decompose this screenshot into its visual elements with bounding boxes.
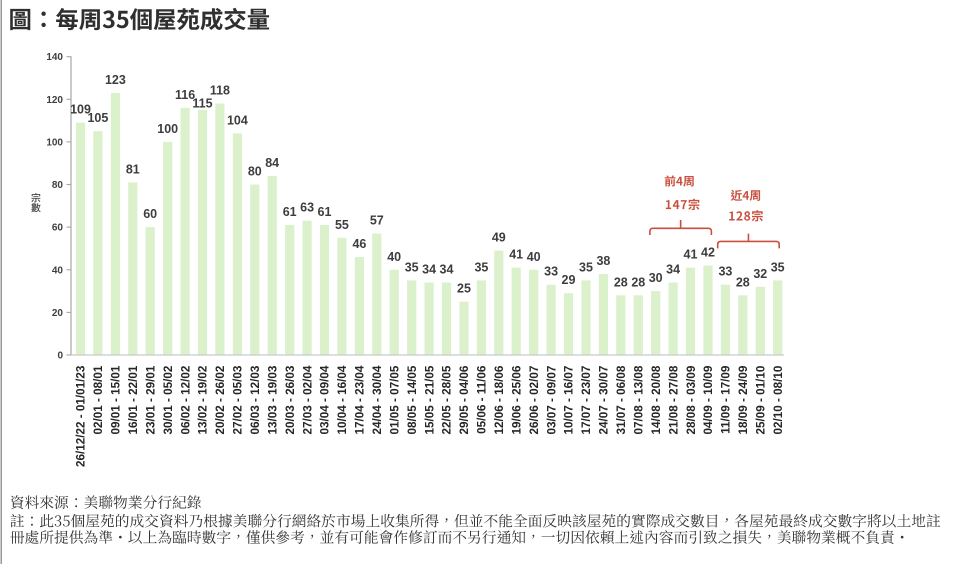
svg-text:18/09 - 24/09: 18/09 - 24/09: [737, 365, 750, 434]
svg-text:80: 80: [248, 165, 262, 179]
svg-text:55: 55: [335, 218, 349, 232]
svg-text:105: 105: [87, 111, 108, 125]
svg-text:34: 34: [422, 263, 436, 277]
svg-text:31/07 - 06/08: 31/07 - 06/08: [615, 365, 628, 434]
svg-text:13/03 - 19/03: 13/03 - 19/03: [266, 365, 279, 434]
svg-text:13/02 - 19/02: 13/02 - 19/02: [197, 365, 210, 434]
svg-text:12/06 - 18/06: 12/06 - 18/06: [493, 365, 506, 434]
svg-text:14/08 - 20/08: 14/08 - 20/08: [650, 365, 663, 434]
svg-text:60: 60: [143, 207, 157, 221]
svg-text:24/07 - 30/07: 24/07 - 30/07: [598, 366, 611, 435]
svg-text:22/05 - 28/05: 22/05 - 28/05: [441, 365, 454, 434]
svg-text:32: 32: [753, 267, 767, 281]
svg-text:49: 49: [492, 231, 506, 245]
svg-text:116: 116: [175, 88, 195, 102]
svg-text:05/06 - 11/06: 05/06 - 11/06: [476, 365, 489, 434]
svg-text:08/05 - 14/05: 08/05 - 14/05: [406, 365, 419, 434]
svg-text:35: 35: [771, 260, 785, 274]
svg-text:42: 42: [701, 246, 715, 260]
svg-text:27/02 - 05/03: 27/02 - 05/03: [232, 365, 245, 434]
svg-text:120: 120: [46, 95, 63, 106]
svg-text:17/07 - 23/07: 17/07 - 23/07: [580, 366, 593, 435]
svg-text:33: 33: [544, 265, 558, 279]
svg-text:01/05 - 07/05: 01/05 - 07/05: [388, 365, 401, 434]
svg-text:40: 40: [387, 250, 401, 264]
svg-text:17/04 - 23/04: 17/04 - 23/04: [354, 365, 367, 434]
svg-text:61: 61: [318, 205, 332, 219]
svg-text:61: 61: [283, 205, 297, 219]
svg-text:30: 30: [649, 271, 663, 285]
svg-text:30/01 - 05/02: 30/01 - 05/02: [162, 365, 175, 434]
svg-text:11/09 - 17/09: 11/09 - 17/09: [720, 365, 733, 434]
svg-text:118: 118: [210, 84, 230, 98]
svg-text:33: 33: [718, 265, 732, 279]
svg-text:20/03 - 26/03: 20/03 - 26/03: [284, 365, 297, 434]
svg-text:29/05 - 04/06: 29/05 - 04/06: [458, 365, 471, 434]
svg-text:40: 40: [52, 265, 64, 276]
svg-text:80: 80: [52, 180, 64, 191]
svg-text:24/04 - 30/04: 24/04 - 30/04: [371, 365, 384, 434]
svg-text:100: 100: [46, 137, 63, 148]
svg-text:38: 38: [596, 254, 610, 268]
svg-text:40: 40: [527, 250, 541, 264]
svg-text:35: 35: [474, 260, 488, 274]
svg-text:46: 46: [352, 237, 366, 251]
svg-text:28: 28: [631, 275, 645, 289]
svg-text:60: 60: [52, 223, 64, 234]
svg-text:34: 34: [440, 263, 454, 277]
svg-text:28: 28: [736, 275, 750, 289]
svg-text:03/04 - 09/04: 03/04 - 09/04: [319, 365, 332, 434]
svg-text:06/02 - 12/02: 06/02 - 12/02: [179, 365, 192, 434]
svg-text:23/01 - 29/01: 23/01 - 29/01: [144, 365, 157, 434]
svg-text:63: 63: [300, 201, 314, 215]
svg-text:02/10 - 08/10: 02/10 - 08/10: [772, 365, 785, 434]
svg-text:35: 35: [405, 260, 419, 274]
svg-text:123: 123: [105, 73, 126, 87]
svg-text:34: 34: [666, 263, 680, 277]
svg-text:03/07 - 09/07: 03/07 - 09/07: [545, 366, 558, 435]
svg-text:0: 0: [57, 351, 63, 362]
svg-text:25: 25: [457, 282, 471, 296]
svg-text:41: 41: [509, 248, 523, 262]
svg-text:20: 20: [52, 308, 64, 319]
svg-text:100: 100: [157, 122, 178, 136]
svg-text:09/01 - 15/01: 09/01 - 15/01: [110, 365, 123, 434]
svg-text:41: 41: [684, 248, 698, 262]
svg-text:07/08 - 13/08: 07/08 - 13/08: [633, 365, 646, 434]
svg-text:35: 35: [579, 260, 593, 274]
svg-text:27/03 - 02/04: 27/03 - 02/04: [301, 365, 314, 434]
svg-text:10/04 - 16/04: 10/04 - 16/04: [336, 365, 349, 434]
svg-text:109: 109: [70, 103, 91, 117]
svg-text:16/01 - 22/01: 16/01 - 22/01: [127, 365, 140, 434]
svg-text:84: 84: [265, 156, 279, 170]
svg-text:20/02 - 26/02: 20/02 - 26/02: [214, 365, 227, 434]
svg-text:10/07 - 16/07: 10/07 - 16/07: [563, 366, 576, 435]
svg-text:25/09 - 01/10: 25/09 - 01/10: [755, 365, 768, 434]
svg-text:15/05 - 21/05: 15/05 - 21/05: [423, 365, 436, 434]
svg-text:19/06 - 25/06: 19/06 - 25/06: [511, 365, 524, 434]
svg-text:26/06 - 02/07: 26/06 - 02/07: [528, 366, 541, 435]
svg-text:04/09 - 10/09: 04/09 - 10/09: [702, 365, 715, 434]
svg-text:26/12/22 - 01/01/23: 26/12/22 - 01/01/23: [75, 365, 88, 467]
svg-text:02/01 - 08/01: 02/01 - 08/01: [92, 365, 105, 434]
svg-text:28/08 - 03/09: 28/08 - 03/09: [685, 365, 698, 434]
svg-text:06/03 - 12/03: 06/03 - 12/03: [249, 365, 262, 434]
svg-text:104: 104: [227, 113, 248, 127]
svg-text:29: 29: [562, 273, 576, 287]
svg-text:140: 140: [46, 52, 63, 63]
svg-text:115: 115: [192, 96, 212, 110]
svg-text:21/08 - 27/08: 21/08 - 27/08: [667, 365, 680, 434]
svg-text:28: 28: [614, 275, 628, 289]
svg-text:81: 81: [126, 162, 140, 176]
svg-text:57: 57: [370, 214, 384, 228]
